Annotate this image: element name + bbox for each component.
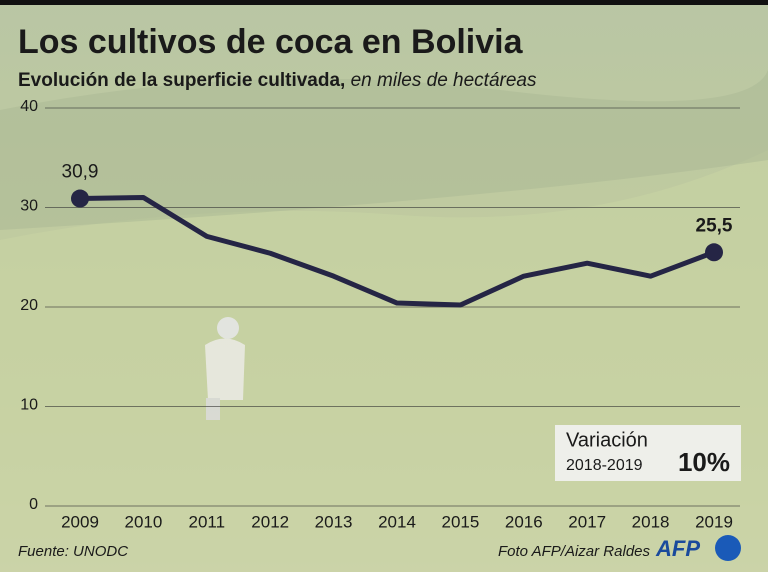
x-tick-label: 2018 bbox=[632, 512, 670, 531]
logo-circle bbox=[715, 535, 741, 561]
variation-title: Variación bbox=[566, 429, 648, 451]
line bbox=[79, 195, 715, 308]
variation-box bbox=[555, 425, 741, 481]
subtitle-italic: en miles de hectáreas bbox=[351, 70, 537, 91]
data-label: 25,5 bbox=[696, 215, 733, 236]
y-tick-label: 40 bbox=[20, 98, 38, 115]
x-tick-label: 2009 bbox=[61, 512, 99, 531]
point bbox=[705, 243, 723, 262]
x-tick-label: 2019 bbox=[695, 512, 733, 531]
x-tick-label: 2016 bbox=[505, 512, 543, 531]
chart-subtitle: Evolución de la superficie cultivada, en… bbox=[18, 70, 537, 91]
subtitle-main: Evolución de la superficie cultivada, bbox=[18, 70, 345, 91]
plot-area: 0 10 20 30 40 2009 2010 2011 2012 2013 2014 2015 201… bbox=[20, 98, 740, 531]
source: Fuente: UNODC bbox=[18, 543, 128, 560]
top-bar bbox=[0, 0, 768, 5]
variation-value: 10% bbox=[678, 447, 730, 477]
y-tick-label: 20 bbox=[20, 297, 38, 314]
logo: AFP bbox=[655, 536, 700, 561]
y-tick-label: 0 bbox=[29, 496, 38, 513]
point bbox=[71, 189, 89, 208]
x-tick-label: 2012 bbox=[251, 512, 289, 531]
credit: Foto AFP/Aizar Raldes bbox=[498, 543, 650, 560]
photo-hills bbox=[0, 70, 768, 230]
x-tick-label: 2010 bbox=[124, 512, 162, 531]
variation-period: 2018-2019 bbox=[566, 457, 643, 474]
x-tick-label: 2017 bbox=[568, 512, 606, 531]
y-tick-label: 30 bbox=[20, 198, 38, 215]
x-tick-label: 2011 bbox=[189, 512, 226, 531]
x-tick-label: 2014 bbox=[378, 512, 416, 531]
photo-farmer bbox=[205, 317, 245, 420]
chart-title: Los cultivos de coca en Bolivia bbox=[18, 23, 524, 61]
data-label: 30,9 bbox=[62, 162, 99, 183]
y-tick-label: 10 bbox=[20, 397, 38, 414]
x-tick-label: 2013 bbox=[315, 512, 353, 531]
x-tick-label: 2015 bbox=[441, 512, 479, 531]
